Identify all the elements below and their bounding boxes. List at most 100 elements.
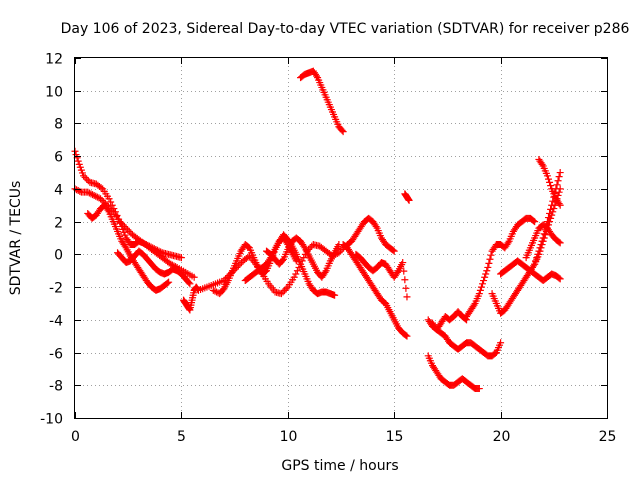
x-tick-label: 5 bbox=[177, 429, 186, 445]
data-point bbox=[186, 280, 194, 288]
data-point bbox=[372, 223, 380, 231]
series-track-13 bbox=[352, 250, 411, 301]
data-point bbox=[555, 274, 563, 282]
data-point bbox=[190, 273, 198, 281]
data-point bbox=[484, 263, 492, 271]
data-point bbox=[97, 195, 105, 203]
data-point bbox=[550, 193, 558, 201]
data-point bbox=[282, 285, 290, 293]
grid-layer bbox=[75, 58, 607, 418]
series-track-16 bbox=[424, 352, 483, 393]
data-point bbox=[542, 222, 550, 230]
series-track-11 bbox=[343, 214, 398, 255]
data-point bbox=[532, 257, 540, 265]
data-point bbox=[549, 197, 557, 205]
data-point bbox=[231, 265, 239, 273]
data-point bbox=[553, 181, 561, 189]
x-tick-label: 0 bbox=[71, 429, 80, 445]
data-point bbox=[81, 173, 89, 181]
data-point bbox=[84, 188, 92, 196]
data-point bbox=[117, 219, 125, 227]
data-point bbox=[74, 157, 82, 165]
data-point bbox=[277, 290, 285, 298]
data-point bbox=[538, 160, 546, 168]
data-point bbox=[485, 259, 493, 267]
data-point bbox=[89, 191, 97, 199]
chart-title: Day 106 of 2023, Sidereal Day-to-day VTE… bbox=[61, 21, 630, 37]
data-point bbox=[164, 279, 172, 287]
data-point bbox=[313, 72, 321, 80]
data-point bbox=[403, 293, 411, 301]
data-point bbox=[93, 193, 101, 201]
data-point bbox=[185, 279, 193, 287]
data-point bbox=[552, 185, 560, 193]
y-tick-label: 0 bbox=[54, 248, 63, 264]
series-track-15 bbox=[424, 316, 505, 360]
data-point bbox=[107, 198, 115, 206]
data-point bbox=[543, 172, 551, 180]
data-point bbox=[556, 169, 564, 177]
x-tick-label: 10 bbox=[280, 429, 298, 445]
y-tick-label: 4 bbox=[54, 183, 63, 199]
data-point bbox=[121, 242, 129, 250]
data-point bbox=[74, 187, 82, 195]
data-layer bbox=[71, 67, 564, 393]
data-point bbox=[338, 245, 346, 253]
data-point bbox=[479, 280, 487, 288]
data-point bbox=[85, 189, 93, 197]
data-point bbox=[223, 273, 231, 281]
tick-layer: -10 -8 -6 -4 -2 0 2 4 6 8 10 12 0 5 10 15 20 25 bbox=[40, 52, 616, 446]
data-point bbox=[403, 332, 411, 340]
data-point bbox=[551, 189, 559, 197]
data-point bbox=[539, 234, 547, 242]
data-point bbox=[483, 267, 491, 275]
data-point bbox=[234, 262, 242, 270]
data-point bbox=[544, 175, 552, 183]
y-tick-label: 8 bbox=[54, 117, 63, 133]
data-point bbox=[476, 286, 484, 294]
data-point bbox=[83, 175, 91, 183]
series-track-8 bbox=[241, 231, 339, 299]
data-point bbox=[487, 251, 495, 259]
data-point bbox=[531, 218, 539, 226]
data-point bbox=[233, 263, 241, 271]
data-point bbox=[390, 247, 398, 255]
series-track-22 bbox=[522, 221, 564, 262]
x-tick-label: 20 bbox=[493, 429, 511, 445]
data-point bbox=[540, 230, 548, 238]
data-point bbox=[536, 244, 544, 252]
data-point bbox=[402, 331, 410, 339]
data-point bbox=[400, 267, 408, 275]
data-point bbox=[389, 246, 397, 254]
data-point bbox=[555, 173, 563, 181]
series-track-12 bbox=[339, 241, 411, 340]
y-tick-label: 2 bbox=[54, 216, 63, 232]
data-point bbox=[90, 191, 98, 199]
series-track-10 bbox=[297, 67, 347, 136]
data-point bbox=[546, 209, 554, 217]
data-point bbox=[547, 205, 555, 213]
data-point bbox=[475, 290, 483, 298]
data-point bbox=[279, 288, 287, 296]
data-point bbox=[308, 242, 316, 250]
series-track-14 bbox=[401, 190, 413, 204]
data-point bbox=[535, 247, 543, 255]
data-point bbox=[278, 257, 286, 264]
data-point bbox=[321, 268, 329, 276]
data-point bbox=[281, 286, 289, 294]
data-point bbox=[401, 276, 409, 284]
data-point bbox=[537, 241, 545, 249]
data-point bbox=[116, 218, 124, 226]
data-point bbox=[222, 275, 230, 283]
series-track-1 bbox=[71, 147, 185, 262]
data-point bbox=[555, 200, 563, 208]
data-point bbox=[165, 278, 173, 286]
y-tick-label: -6 bbox=[49, 347, 63, 363]
y-tick-label: 6 bbox=[54, 150, 63, 166]
x-tick-label: 25 bbox=[599, 429, 617, 445]
data-point bbox=[167, 260, 175, 268]
data-point bbox=[225, 272, 233, 280]
data-point bbox=[531, 260, 539, 268]
